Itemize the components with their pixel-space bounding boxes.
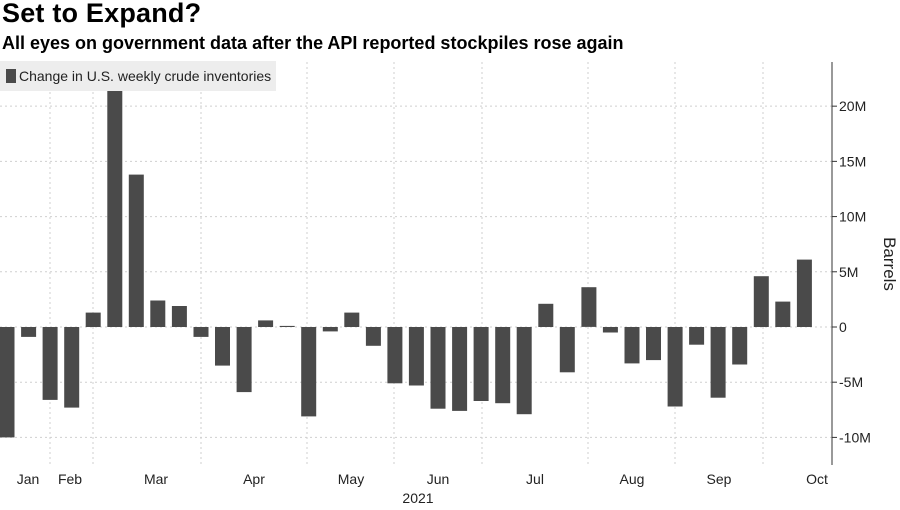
bar bbox=[473, 327, 489, 401]
bar bbox=[236, 327, 252, 393]
legend-background bbox=[0, 61, 276, 91]
y-tick-label: 20M bbox=[839, 98, 866, 114]
bar bbox=[452, 327, 468, 411]
bar bbox=[689, 327, 705, 345]
x-year-label: 2021 bbox=[402, 490, 433, 506]
bar bbox=[581, 287, 597, 327]
bar bbox=[128, 174, 144, 327]
y-tick-label: 0 bbox=[839, 319, 847, 335]
bar bbox=[602, 327, 618, 333]
bar bbox=[495, 327, 511, 404]
x-tick-label: Sep bbox=[707, 471, 732, 487]
bar bbox=[387, 327, 403, 384]
y-tick-label: 10M bbox=[839, 209, 866, 225]
bar bbox=[215, 327, 230, 366]
bar bbox=[21, 327, 37, 337]
gridlines bbox=[0, 62, 832, 465]
bar bbox=[732, 327, 748, 365]
y-tick-label: -5M bbox=[839, 374, 863, 390]
bar bbox=[559, 327, 575, 373]
bar bbox=[344, 312, 360, 327]
bar bbox=[279, 325, 295, 327]
bar bbox=[107, 88, 123, 327]
x-tick-label: Oct bbox=[806, 471, 828, 487]
chart-subtitle: All eyes on government data after the AP… bbox=[2, 33, 624, 53]
bar bbox=[85, 312, 101, 327]
bar bbox=[796, 259, 812, 327]
bar bbox=[42, 327, 58, 400]
bar bbox=[646, 327, 661, 361]
bar bbox=[64, 327, 80, 408]
y-axis: 20M 15M 10M 5M 0 -5M -10M bbox=[831, 62, 871, 465]
x-tick-label: Jul bbox=[526, 471, 544, 487]
y-tick-label: -10M bbox=[839, 429, 871, 445]
x-tick-label: Jun bbox=[427, 471, 450, 487]
x-tick-label: Feb bbox=[58, 471, 82, 487]
bar bbox=[710, 327, 726, 398]
bar bbox=[667, 327, 683, 407]
x-tick-label: Mar bbox=[144, 471, 168, 487]
bar bbox=[322, 327, 338, 332]
bar bbox=[150, 300, 166, 327]
chart-title: Set to Expand? bbox=[2, 0, 202, 28]
bar bbox=[0, 327, 15, 438]
legend-swatch bbox=[6, 69, 16, 83]
bar bbox=[193, 327, 209, 337]
x-tick-label: Jan bbox=[17, 471, 40, 487]
bar bbox=[365, 327, 381, 346]
legend: Change in U.S. weekly crude inventories bbox=[0, 61, 276, 91]
legend-label: Change in U.S. weekly crude inventories bbox=[19, 68, 271, 84]
bar bbox=[516, 327, 532, 415]
y-tick-label: 15M bbox=[839, 153, 866, 169]
bar bbox=[408, 327, 424, 386]
bar bbox=[538, 303, 554, 327]
bar bbox=[171, 306, 187, 327]
bar bbox=[753, 276, 769, 327]
x-tick-label: May bbox=[338, 471, 364, 487]
bar bbox=[430, 327, 446, 409]
bars bbox=[0, 88, 812, 438]
bar bbox=[775, 301, 791, 327]
y-tick-label: 5M bbox=[839, 264, 858, 280]
x-tick-label: Aug bbox=[620, 471, 645, 487]
y-axis-title: Barrels bbox=[880, 237, 899, 291]
bar bbox=[258, 320, 274, 327]
x-tick-label: Apr bbox=[243, 471, 265, 487]
bar bbox=[301, 327, 317, 417]
bar bbox=[624, 327, 640, 364]
x-axis-labels: Jan Feb Mar Apr May Jun Jul Aug Sep Oct 2021 bbox=[17, 471, 828, 506]
